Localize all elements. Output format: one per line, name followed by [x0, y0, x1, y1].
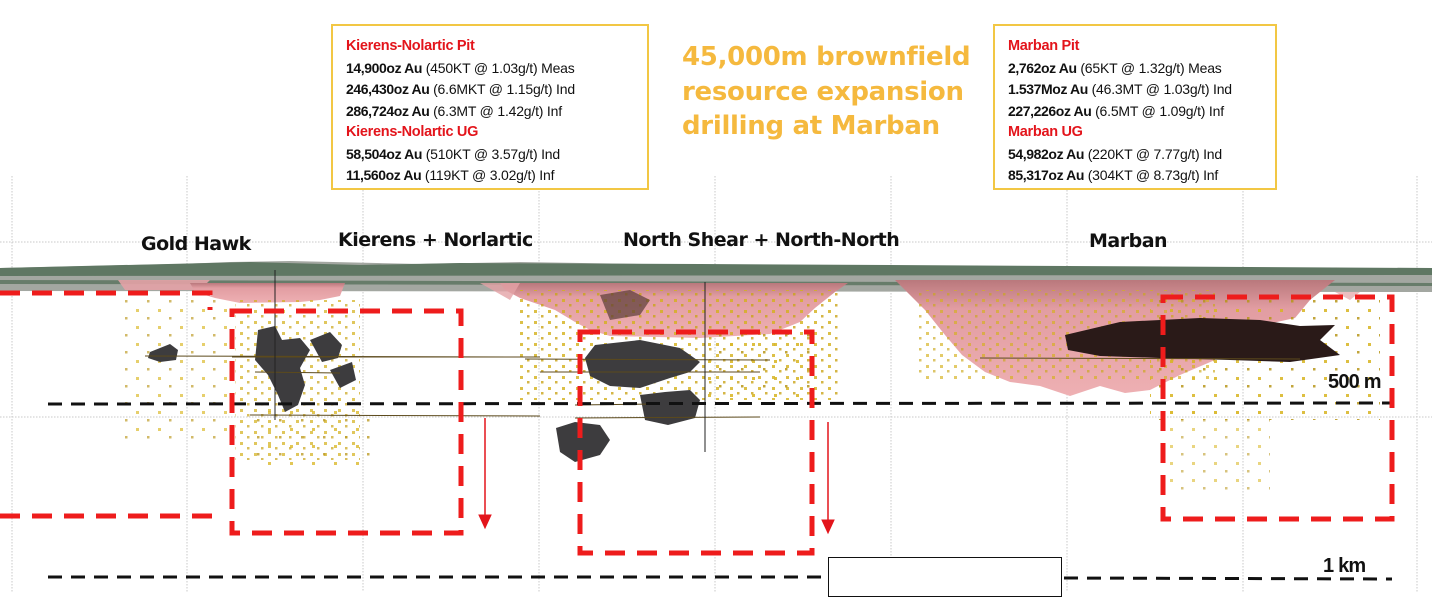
kierens-nolartic-resource-callout: Kierens-Nolartic Pit 14,900oz Au (450KT … [331, 24, 649, 190]
resource-row: 1.537Moz Au (46.3MT @ 1.03g/t) Ind [1008, 79, 1263, 101]
tonnage-grade: (65KT @ 1.32g/t) Meas [1076, 59, 1222, 76]
tonnage-grade: (220KT @ 7.77g/t) Ind [1084, 145, 1222, 162]
section-title: Marban UG [1008, 124, 1083, 140]
headline: 45,000m brownfield resource expansion dr… [682, 40, 982, 144]
drill-traces [144, 270, 1301, 452]
tonnage-grade: (6.5MT @ 1.09g/t) Inf [1091, 102, 1224, 119]
resource-row: 85,317oz Au (304KT @ 8.73g/t) Inf [1008, 165, 1263, 187]
ore-bodies [148, 290, 1340, 462]
ounces: 227,226oz Au [1008, 102, 1092, 119]
section-title: Marban Pit [1008, 38, 1080, 54]
ounces: 85,317oz Au [1008, 167, 1085, 183]
marban-resource-callout: Marban Pit 2,762oz Au (65KT @ 1.32g/t) M… [993, 24, 1277, 190]
tonnage-grade: (6.6MKT @ 1.15g/t) Ind [429, 81, 575, 97]
resource-row: 227,226oz Au (6.5MT @ 1.09g/t) Inf [1008, 101, 1263, 123]
resource-row: 54,982oz Au (220KT @ 7.77g/t) Ind [1008, 144, 1263, 166]
resource-row: 58,504oz Au (510KT @ 3.57g/t) Ind [346, 144, 635, 166]
depth-lines [47, 401, 1393, 581]
tonnage-grade: (119KT @ 3.02g/t) Inf [421, 167, 555, 183]
tonnage-grade: (510KT @ 3.57g/t) Ind [422, 145, 560, 162]
headline-line-3: drilling at Marban [682, 111, 940, 141]
depth-label-500m: 500 m [1328, 371, 1382, 393]
headline-line-2: resource expansion [682, 76, 964, 107]
target-boxes [0, 290, 1395, 556]
depth-label-1km: 1 km [1323, 555, 1366, 577]
resource-row: 14,900oz Au (450KT @ 1.03g/t) Meas [346, 58, 635, 80]
resource-row: 246,430oz Au (6.6MKT @ 1.15g/t) Ind [346, 79, 635, 101]
resource-row: 11,560oz Au (119KT @ 3.02g/t) Inf [346, 165, 635, 187]
ounces: 54,982oz Au [1008, 145, 1085, 162]
section-title: Kierens-Nolartic Pit [346, 38, 475, 54]
down-arrows [478, 418, 835, 535]
ounces: 58,504oz Au [346, 145, 423, 162]
ounces: 1.537Moz Au [1008, 81, 1088, 97]
ounces: 11,560oz Au [346, 167, 422, 183]
blank-inset-box [828, 557, 1062, 597]
headline-line-1: 45,000m brownfield [682, 42, 971, 72]
ounces: 286,724oz Au [346, 102, 430, 119]
resource-row: 2,762oz Au (65KT @ 1.32g/t) Meas [1008, 58, 1263, 80]
area-label-kierens-norlartic: Kierens + Norlartic [338, 229, 533, 251]
area-label-marban: Marban [1089, 230, 1168, 252]
tonnage-grade: (46.3MT @ 1.03g/t) Ind [1087, 81, 1232, 97]
resource-row: 286,724oz Au (6.3MT @ 1.42g/t) Inf [346, 101, 635, 123]
tonnage-grade: (6.3MT @ 1.42g/t) Inf [429, 102, 562, 119]
ounces: 246,430oz Au [346, 81, 430, 97]
ounces: 2,762oz Au [1008, 59, 1077, 76]
tonnage-grade: (450KT @ 1.03g/t) Meas [422, 59, 575, 76]
tonnage-grade: (304KT @ 8.73g/t) Inf [1084, 167, 1219, 183]
area-label-north-shear: North Shear + North-North [623, 229, 900, 251]
ounces: 14,900oz Au [346, 59, 423, 76]
area-label-gold-hawk: Gold Hawk [141, 233, 251, 255]
drill-intercepts [120, 290, 1380, 490]
section-title: Kierens-Nolartic UG [346, 124, 479, 140]
